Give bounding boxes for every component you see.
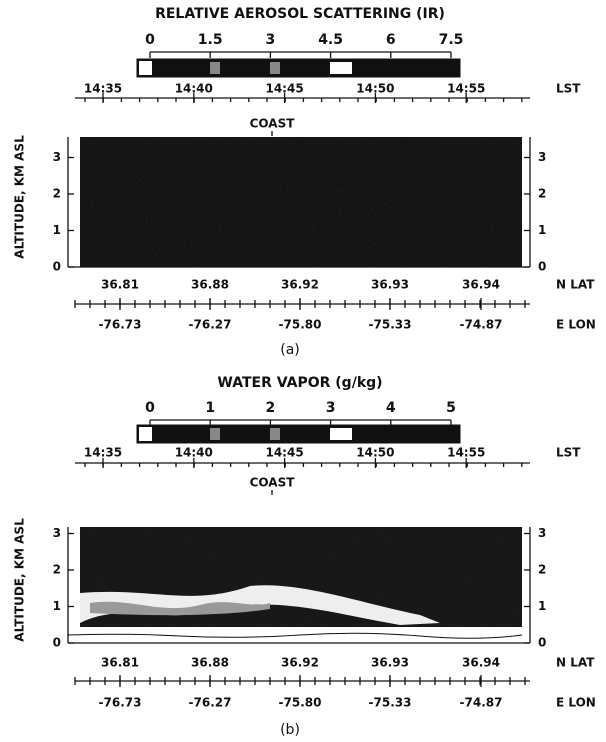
lon-label: E LON	[556, 318, 596, 332]
lst-tick-label: 14:35	[84, 82, 122, 96]
y-tick-label: 1	[53, 223, 61, 237]
y-tick-label: 3	[53, 150, 61, 164]
lon-tick-label: -75.80	[279, 696, 322, 710]
lon-label: E LON	[556, 696, 596, 710]
lat-tick-label: 36.93	[371, 656, 409, 670]
colorbar-patch	[270, 62, 280, 74]
colorbar	[136, 58, 461, 78]
panel-caption: (a)	[280, 342, 300, 358]
coast-label: COAST	[250, 117, 296, 131]
y-tick-label: 2	[53, 563, 61, 577]
lat-tick-label: 36.94	[462, 656, 500, 670]
colorbar-patch	[210, 62, 220, 74]
lon-tick-label: -74.87	[460, 318, 503, 332]
y-tick-label: 0	[53, 636, 61, 650]
panel-title: WATER VAPOR (g/kg)	[217, 375, 382, 391]
lat-tick-label: 36.94	[462, 278, 500, 292]
lon-tick-label: -75.80	[279, 318, 322, 332]
lst-tick-label: 14:45	[265, 82, 303, 96]
image-grain	[80, 527, 522, 643]
surface-line	[67, 632, 523, 639]
lat-tick-label: 36.92	[281, 656, 319, 670]
colorbar-patch	[210, 428, 220, 440]
lat-label: N LAT	[556, 656, 595, 670]
y-tick-label: 0	[53, 260, 61, 274]
lon-tick-label: -76.73	[99, 318, 142, 332]
panel-caption: (b)	[280, 722, 300, 738]
lst-tick-label: 14:50	[356, 82, 394, 96]
colorbar-patch	[270, 428, 280, 440]
lon-tick-label: -75.33	[369, 318, 412, 332]
colorbar-low	[139, 61, 152, 75]
colorbar-white	[330, 428, 352, 440]
y-tick-label-right: 3	[538, 150, 546, 164]
y-tick-label: 1	[53, 599, 61, 613]
lst-label: LST	[556, 82, 581, 96]
lat-tick-label: 36.93	[371, 278, 409, 292]
lat-label: N LAT	[556, 278, 595, 292]
colorbar	[136, 424, 461, 444]
y-tick-label-right: 1	[538, 599, 546, 613]
y-tick-label-right: 3	[538, 526, 546, 540]
y-axis-title: ALTITUDE, KM ASL	[13, 518, 27, 642]
lst-label: LST	[556, 446, 581, 460]
lst-tick-label: 14:40	[175, 446, 213, 460]
moist-layer	[90, 601, 270, 616]
lon-tick-label: -75.33	[369, 696, 412, 710]
lat-tick-label: 36.88	[191, 656, 229, 670]
lst-tick-label: 14:35	[84, 446, 122, 460]
y-tick-label: 3	[53, 526, 61, 540]
colorbar-tick-label: 0	[145, 32, 155, 48]
lat-tick-label: 36.92	[281, 278, 319, 292]
y-tick-label-right: 2	[538, 187, 546, 201]
colorbar-tick-label: 5	[446, 400, 456, 416]
y-axis-title: ALTITUDE, KM ASL	[13, 135, 27, 259]
colorbar-tick-label: 4.5	[318, 32, 343, 48]
lat-tick-label: 36.88	[191, 278, 229, 292]
y-tick-label: 2	[53, 187, 61, 201]
coast-label: COAST	[250, 476, 296, 490]
lon-tick-label: -74.87	[460, 696, 503, 710]
colorbar-tick-label: 3	[266, 32, 276, 48]
colorbar-tick-label: 1	[205, 400, 215, 416]
lon-tick-label: -76.27	[189, 696, 232, 710]
lst-tick-label: 14:45	[265, 446, 303, 460]
colorbar-tick-label: 4	[386, 400, 396, 416]
colorbar-tick-label: 6	[386, 32, 396, 48]
lst-tick-label: 14:55	[447, 82, 485, 96]
lst-tick-label: 14:50	[356, 446, 394, 460]
colorbar-tick-label: 3	[326, 400, 336, 416]
lst-tick-label: 14:40	[175, 82, 213, 96]
colorbar-tick-label: 1.5	[198, 32, 223, 48]
image-grain	[80, 137, 522, 267]
panel-title: RELATIVE AEROSOL SCATTERING (IR)	[155, 6, 445, 22]
lat-tick-label: 36.81	[101, 278, 139, 292]
lon-tick-label: -76.27	[189, 318, 232, 332]
y-tick-label-right: 1	[538, 223, 546, 237]
colorbar-tick-label: 0	[145, 400, 155, 416]
lon-tick-label: -76.73	[99, 696, 142, 710]
y-tick-label-right: 0	[538, 260, 546, 274]
colorbar-low	[139, 427, 152, 441]
colorbar-tick-label: 2	[266, 400, 276, 416]
colorbar-tick-label: 7.5	[439, 32, 464, 48]
colorbar-white	[330, 62, 352, 74]
lst-tick-label: 14:55	[447, 446, 485, 460]
lat-tick-label: 36.81	[101, 656, 139, 670]
y-tick-label-right: 0	[538, 636, 546, 650]
y-tick-label-right: 2	[538, 563, 546, 577]
